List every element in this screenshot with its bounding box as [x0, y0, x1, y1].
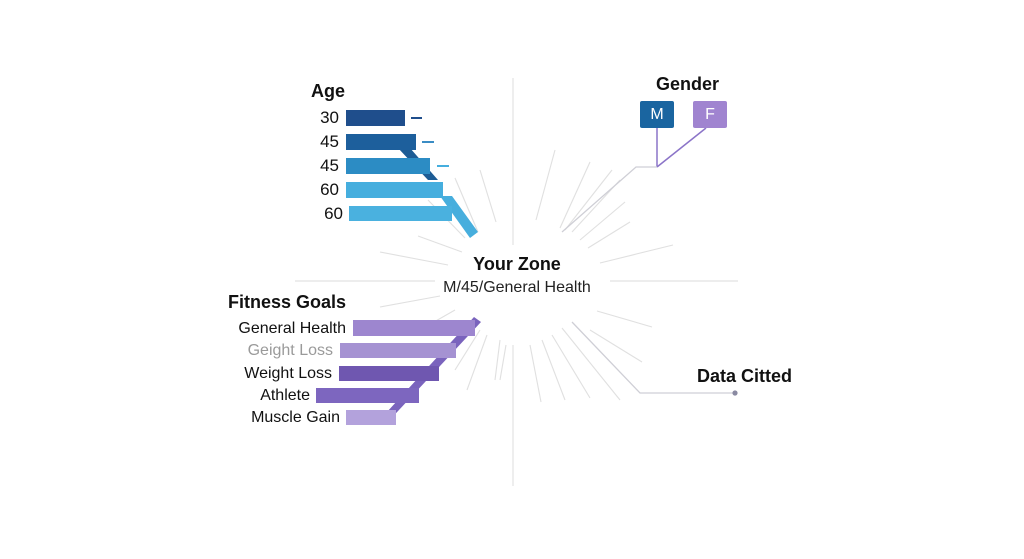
goal-label: Muscle Gain	[251, 409, 340, 426]
age-bar-fill	[346, 158, 430, 174]
age-bar-30[interactable]	[346, 110, 405, 126]
age-label: 60	[320, 180, 339, 199]
goal-label: General Health	[238, 320, 346, 337]
age-tick-mark	[437, 165, 449, 167]
goal-label: Athlete	[260, 387, 310, 404]
age-label: 45	[320, 132, 339, 151]
gender-title: Gender	[656, 74, 720, 94]
goal-label: Weight Loss	[244, 365, 332, 382]
goal-bar-fill	[353, 320, 475, 336]
goal-bar-general-health[interactable]	[353, 320, 475, 336]
goal-bar-geight-loss[interactable]	[340, 343, 456, 358]
data-cited-connector	[571, 321, 733, 394]
age-tick-mark	[411, 117, 422, 119]
age-label: 45	[320, 156, 339, 175]
age-bar-60b[interactable]	[349, 206, 452, 221]
gender-male-button[interactable]: M	[640, 101, 674, 128]
your-zone-subtitle: M/45/General Health	[443, 279, 591, 296]
age-title: Age	[311, 81, 346, 101]
goal-bar-fill	[340, 343, 456, 358]
age-bar-45b[interactable]	[346, 158, 430, 174]
age-label: 30	[320, 108, 339, 127]
goal-bar-athlete[interactable]	[316, 388, 419, 403]
age-bar-fill	[346, 182, 443, 198]
gender-female-button[interactable]: F	[693, 101, 727, 128]
goal-label: Geight Loss	[247, 342, 333, 359]
age-label: 60	[324, 204, 343, 223]
data-cited-dot	[732, 390, 738, 396]
your-zone-block: Your Zone M/45/General Health	[417, 254, 617, 297]
age-bar-60[interactable]	[346, 182, 443, 198]
goal-bar-weight-loss[interactable]	[339, 366, 439, 381]
age-bar-fill	[346, 110, 405, 126]
gender-female-label: F	[705, 105, 715, 123]
fitness-goals-title: Fitness Goals	[228, 292, 347, 312]
your-zone-title: Your Zone	[473, 254, 561, 274]
gender-f-connector	[656, 127, 707, 168]
goal-bar-fill	[316, 388, 419, 403]
goal-bar-muscle-gain[interactable]	[346, 410, 396, 425]
gender-to-center-connector	[561, 166, 657, 233]
age-bar-fill	[346, 134, 416, 150]
goal-bar-fill	[339, 366, 439, 381]
age-bar-fill	[349, 206, 452, 221]
goal-bar-fill	[346, 410, 396, 425]
age-bar-45[interactable]	[346, 134, 416, 150]
gender-male-label: M	[650, 105, 664, 123]
age-tick-mark	[422, 141, 434, 143]
data-cited-label[interactable]: Data Citted	[697, 366, 793, 386]
